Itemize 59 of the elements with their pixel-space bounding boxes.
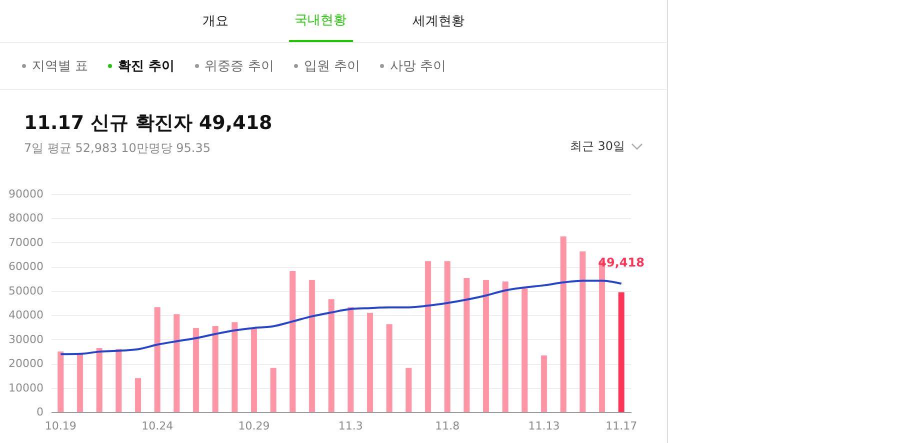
bar [290, 271, 296, 412]
bar [386, 324, 392, 412]
bar [116, 349, 122, 412]
bar [174, 314, 180, 412]
y-tick-label: 80000 [8, 212, 44, 225]
bar [348, 307, 354, 412]
x-tick-label: 10.24 [142, 420, 174, 432]
bar [618, 292, 624, 412]
text: 세계현황 [412, 13, 464, 30]
text: 최근 30일 [570, 138, 625, 155]
text: 개요 [202, 13, 228, 30]
y-tick-label: 20000 [8, 357, 44, 370]
bar [560, 236, 566, 412]
y-tick-label: 30000 [8, 332, 44, 346]
bar [367, 312, 373, 412]
x-tick-label: 11.3 [338, 420, 363, 432]
x-tick-label: 11.13 [528, 420, 560, 432]
y-tick-label: 0 [36, 406, 44, 418]
y-tick-label: 90000 [8, 188, 44, 200]
bar [541, 355, 547, 412]
y-tick-label: 40000 [8, 308, 44, 322]
bar [425, 261, 431, 412]
bar [483, 280, 489, 412]
bar [135, 378, 141, 412]
bar [77, 353, 83, 412]
bar [328, 299, 334, 412]
bar [232, 322, 238, 412]
bar [270, 368, 276, 412]
bar [212, 326, 218, 412]
text: 사망 추이 [390, 58, 446, 75]
bar [154, 307, 160, 412]
text: 위중증 추이 [204, 58, 274, 75]
bar [502, 281, 508, 412]
bar [309, 280, 315, 412]
text: 입원 추이 [304, 58, 360, 75]
line-series [60, 280, 622, 356]
text: 지역별 표 [32, 58, 88, 75]
bar [580, 251, 586, 412]
bar [464, 278, 470, 412]
bar [406, 368, 412, 412]
y-tick-label: 70000 [8, 236, 44, 249]
bar [96, 348, 102, 412]
y-tick-label: 60000 [8, 260, 44, 274]
y-tick-label: 10000 [8, 381, 44, 394]
bar [58, 351, 64, 412]
data-label: 49,418 [598, 255, 644, 270]
bar [522, 288, 528, 412]
chart-subtitle: 7일 평균 52,983 10만명당 95.35 [24, 140, 211, 157]
y-tick-label: 50000 [8, 284, 44, 298]
x-tick-label: 11.17 [606, 420, 638, 432]
bar [251, 328, 257, 412]
bar [444, 261, 450, 412]
x-tick-label: 10.29 [238, 420, 270, 432]
text: 확진 추이 [118, 58, 175, 75]
x-tick-label: 10.19 [44, 420, 76, 432]
bar [193, 328, 199, 412]
x-tick-label: 11.8 [435, 420, 460, 432]
text: 국내현황 [288, 0, 352, 42]
chart-title: 11.17 신규 확진자 49,418 [24, 111, 272, 136]
